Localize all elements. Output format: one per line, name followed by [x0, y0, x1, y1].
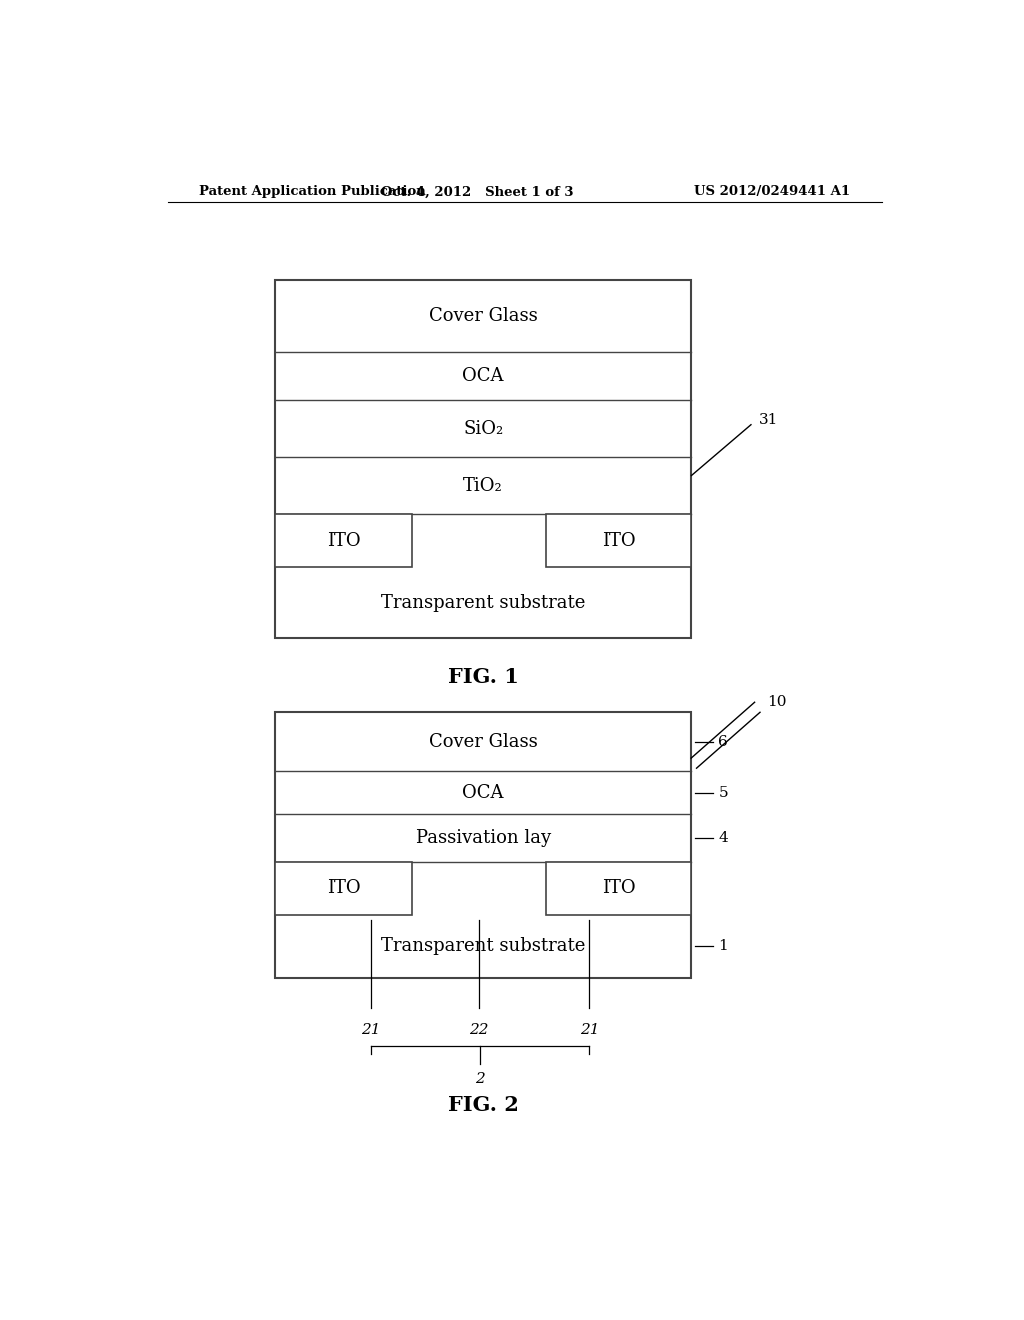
Text: Oct. 4, 2012   Sheet 1 of 3: Oct. 4, 2012 Sheet 1 of 3 — [381, 185, 573, 198]
Text: FIG. 2: FIG. 2 — [447, 1094, 518, 1114]
Text: 31: 31 — [759, 413, 778, 426]
Text: Transparent substrate: Transparent substrate — [381, 594, 586, 611]
Text: 21: 21 — [361, 1023, 381, 1038]
Text: 21: 21 — [580, 1023, 599, 1038]
Text: OCA: OCA — [463, 367, 504, 385]
Text: ITO: ITO — [602, 879, 635, 898]
Text: ITO: ITO — [327, 532, 360, 549]
Text: US 2012/0249441 A1: US 2012/0249441 A1 — [694, 185, 850, 198]
Text: ITO: ITO — [602, 532, 635, 549]
Text: 1: 1 — [719, 939, 728, 953]
Text: 4: 4 — [719, 830, 728, 845]
Text: 6: 6 — [719, 735, 728, 748]
Text: ITO: ITO — [327, 879, 360, 898]
Text: OCA: OCA — [463, 784, 504, 801]
Bar — [274, 280, 691, 638]
Text: Passivation lay: Passivation lay — [416, 829, 551, 847]
Text: Cover Glass: Cover Glass — [429, 733, 538, 751]
Text: 2: 2 — [475, 1072, 485, 1086]
Text: Transparent substrate: Transparent substrate — [381, 937, 586, 956]
Text: FIG. 1: FIG. 1 — [447, 667, 518, 686]
Bar — [546, 515, 691, 568]
Text: 10: 10 — [767, 696, 786, 709]
Text: Patent Application Publication: Patent Application Publication — [200, 185, 426, 198]
Bar — [274, 862, 413, 915]
Bar — [274, 515, 413, 568]
Text: TiO₂: TiO₂ — [463, 477, 503, 495]
Text: 22: 22 — [469, 1023, 488, 1038]
Bar — [274, 713, 691, 978]
Text: 5: 5 — [719, 785, 728, 800]
Text: Cover Glass: Cover Glass — [429, 308, 538, 325]
Bar — [546, 862, 691, 915]
Text: SiO₂: SiO₂ — [463, 420, 503, 438]
